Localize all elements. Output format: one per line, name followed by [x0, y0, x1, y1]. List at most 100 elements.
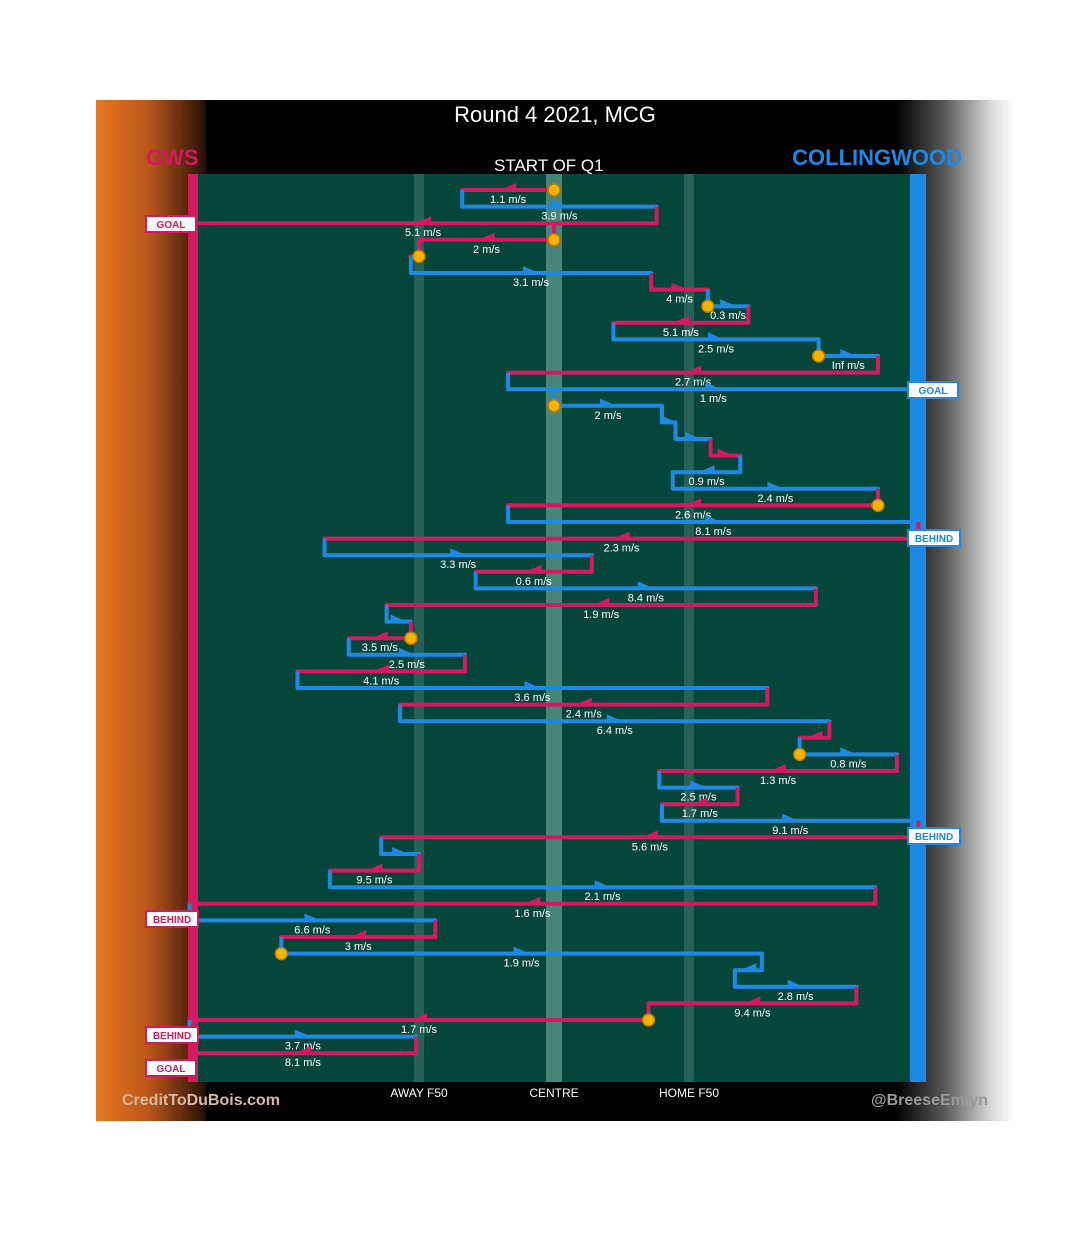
chain-arrow — [767, 481, 784, 489]
chain-arrow — [672, 315, 689, 323]
chain-52: 8.1 m/s — [187, 1036, 419, 1069]
chain-arrow — [782, 813, 799, 821]
score-event-1: GOAL — [907, 381, 959, 399]
chain-arrow — [366, 863, 383, 871]
chain-23: 0.6 m/s — [473, 555, 594, 588]
speed-label: 3.9 m/s — [541, 211, 578, 223]
speed-label: 1.9 m/s — [504, 958, 541, 970]
chain-arrow — [840, 349, 857, 356]
speed-label: 3.7 m/s — [285, 1041, 322, 1053]
speed-label: 9.4 m/s — [734, 1007, 771, 1019]
speed-label: 1.3 m/s — [760, 775, 797, 787]
event-badge — [907, 827, 961, 845]
speed-label: 3 m/s — [345, 941, 372, 953]
chain-42: 2.1 m/s — [327, 870, 878, 903]
event-badge — [145, 910, 199, 928]
chain-arrow — [593, 598, 610, 605]
x-tick-label: HOME F50 — [659, 1086, 719, 1100]
chain-41: 9.5 m/s — [327, 854, 421, 887]
event-label: GOAL — [157, 220, 186, 231]
credit-website: CreditToDuBois.com — [122, 1092, 280, 1109]
speed-label: 2.5 m/s — [680, 792, 717, 804]
chain-arrow — [685, 432, 702, 439]
chain-arrow — [705, 515, 722, 522]
speed-label: 8.4 m/s — [628, 592, 665, 604]
speed-label: 5.1 m/s — [663, 327, 700, 339]
chain-7: 0.3 m/s — [701, 289, 751, 322]
chain-arrow — [840, 747, 857, 755]
chain-arrow — [371, 631, 388, 639]
score-event-2: BEHIND — [907, 529, 961, 547]
speed-label: 3.5 m/s — [362, 642, 399, 654]
speed-label: 2.3 m/s — [603, 543, 640, 555]
chain-34: 0.8 m/s — [792, 737, 899, 770]
chain-arrow — [806, 730, 823, 738]
event-label: BEHIND — [153, 915, 191, 926]
speed-label: 0.6 m/s — [516, 576, 553, 588]
ball-marker — [404, 631, 418, 645]
chain-arrow — [575, 697, 592, 705]
speed-label: 8.1 m/s — [285, 1057, 322, 1069]
speed-label: 1.7 m/s — [401, 1024, 438, 1036]
speed-label: 5.6 m/s — [632, 841, 669, 853]
credit-handle: @BreeseEmlyn — [871, 1092, 988, 1109]
ball-marker — [547, 399, 561, 413]
chain-arrow — [411, 1013, 427, 1020]
chain-arrow — [294, 1029, 311, 1037]
chart-title: Round 4 2021, MCG — [454, 102, 656, 127]
chain-arrow — [685, 498, 702, 506]
chain-46: 1.9 m/s — [274, 937, 764, 970]
chain-arrow — [613, 531, 630, 539]
chain-5: 3.1 m/s — [408, 256, 654, 289]
ball-marker — [274, 946, 289, 961]
speed-label: 4.1 m/s — [363, 675, 400, 687]
chain-arrow — [717, 448, 734, 456]
reference-line-0 — [414, 174, 424, 1082]
chain-arrow — [705, 382, 722, 390]
score-event-0: GOAL — [145, 215, 197, 233]
chain-2: 5.1 m/s — [187, 206, 659, 239]
speed-label: 1 m/s — [700, 393, 727, 405]
ball-marker — [547, 183, 561, 197]
chain-32: 6.4 m/s — [398, 704, 832, 737]
speed-label: 0.8 m/s — [830, 758, 867, 770]
speed-label: Inf m/s — [832, 360, 866, 372]
speed-label: 6.6 m/s — [294, 924, 331, 936]
chain-37: 1.7 m/s — [660, 787, 740, 820]
chain-19: 2.6 m/s — [506, 488, 885, 521]
speed-label: 2 m/s — [595, 410, 622, 422]
speed-label: 0.3 m/s — [710, 310, 747, 322]
speed-label: 6.4 m/s — [597, 725, 634, 737]
chain-48: 2.8 m/s — [732, 970, 859, 1003]
chain-30: 3.6 m/s — [295, 671, 770, 704]
chain-arrow — [551, 199, 568, 207]
chain-arrow — [415, 216, 432, 224]
speed-label: 2.4 m/s — [757, 493, 794, 505]
home-goal-post — [188, 174, 198, 1082]
chain-arrow — [524, 681, 541, 688]
away-team-label: COLLINGWOOD — [792, 145, 962, 170]
x-tick-label: CENTRE — [529, 1086, 578, 1100]
chain-arrow — [594, 880, 611, 888]
possession-chain-chart: AWAY F50 CENTRE HOME F50 1.1 m/s 3.9 m/s 5.1 … — [145, 174, 961, 1100]
chain-0: 1.1 m/s — [460, 183, 561, 206]
chain-arrow — [525, 564, 542, 572]
speed-label: 3.3 m/s — [440, 559, 477, 571]
score-event-6: GOAL — [145, 1059, 197, 1077]
ball-marker — [641, 1013, 656, 1027]
chain-18: 2.4 m/s — [670, 472, 880, 505]
chain-13: 2 m/s — [547, 389, 664, 422]
chain-14 — [660, 405, 678, 425]
speed-label: 2.5 m/s — [698, 343, 735, 355]
chain-arrow — [770, 764, 787, 771]
speed-label: 2.5 m/s — [389, 659, 426, 671]
chain-31: 2.4 m/s — [398, 688, 770, 721]
chain-25: 1.9 m/s — [384, 588, 818, 621]
chain-arrow — [740, 963, 757, 971]
ball-marker — [547, 233, 561, 247]
chain-27: 3.5 m/s — [346, 621, 418, 654]
ball-marker — [871, 498, 885, 513]
chain-arrow — [691, 797, 708, 805]
reference-line-1 — [546, 174, 562, 1082]
speed-label: 0.9 m/s — [689, 476, 726, 488]
